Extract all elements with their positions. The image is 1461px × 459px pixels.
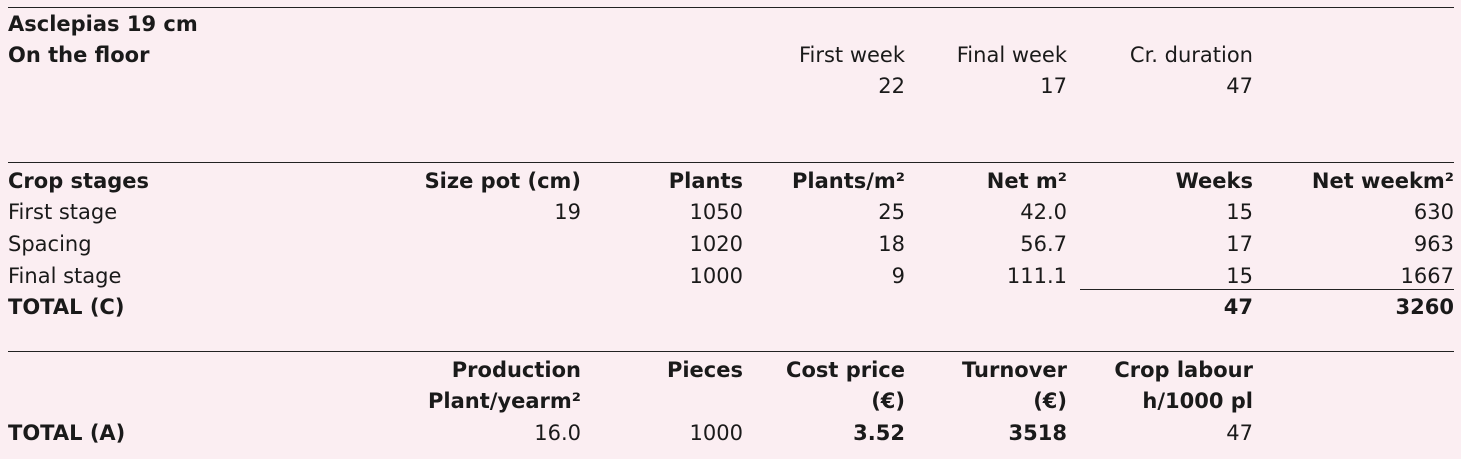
header-crop-labour: Crop labour [1114, 358, 1253, 382]
final-week-value: 17 [1040, 74, 1067, 98]
total-a-cost-price: 3.52 [853, 421, 905, 445]
crop-table-rule [8, 162, 1454, 163]
header-weeks: Weeks [1175, 169, 1253, 193]
row-spacing-net-weekm2: 963 [1413, 232, 1454, 256]
row-spacing-plants-per-m2: 18 [878, 232, 905, 256]
row-final-stage-label: Final stage [8, 264, 122, 288]
total-c-net-weekm2: 3260 [1395, 295, 1454, 319]
duration-value: 47 [1226, 74, 1253, 98]
header-pieces: Pieces [666, 358, 743, 382]
total-a-production: 16.0 [534, 421, 581, 445]
header-cost-price-unit: (€) [871, 389, 905, 413]
row-first-stage-plants: 1050 [689, 200, 743, 224]
row-spacing-weeks: 17 [1226, 232, 1253, 256]
header-plants-per-m2: Plants/m² [792, 169, 905, 193]
duration-label: Cr. duration [1129, 43, 1253, 67]
total-c-label: TOTAL (C) [8, 295, 125, 319]
header-plants: Plants [668, 169, 743, 193]
header-size-pot: Size pot (cm) [424, 169, 581, 193]
row-first-stage-net-weekm2: 630 [1413, 200, 1454, 224]
total-a-label: TOTAL (A) [8, 421, 126, 445]
row-first-stage-plants-per-m2: 25 [878, 200, 905, 224]
row-first-stage-label: First stage [8, 200, 118, 224]
header-net-m2: Net m² [986, 169, 1067, 193]
row-spacing-label: Spacing [8, 232, 92, 256]
header-turnover: Turnover [962, 358, 1067, 382]
header-turnover-unit: (€) [1033, 389, 1067, 413]
total-a-turnover: 3518 [1008, 421, 1067, 445]
row-spacing-plants: 1020 [689, 232, 743, 256]
total-a-pieces: 1000 [689, 421, 743, 445]
page-subtitle: On the floor [8, 43, 150, 67]
row-first-stage-net-m2: 42.0 [1020, 200, 1067, 224]
row-final-stage-net-weekm2: 1667 [1400, 264, 1454, 288]
subtotal-rule [1080, 289, 1454, 290]
row-final-stage-net-m2: 111.1 [1006, 264, 1067, 288]
final-week-label: Final week [956, 43, 1067, 67]
page-title: Asclepias 19 cm [8, 12, 198, 36]
production-table-rule [8, 351, 1454, 352]
header-production: Production [451, 358, 581, 382]
first-week-label: First week [798, 43, 905, 67]
row-spacing-net-m2: 56.7 [1020, 232, 1067, 256]
header-crop-stages: Crop stages [8, 169, 150, 193]
first-week-value: 22 [878, 74, 905, 98]
total-c-weeks: 47 [1223, 295, 1253, 319]
row-final-stage-plants: 1000 [689, 264, 743, 288]
row-final-stage-plants-per-m2: 9 [891, 264, 905, 288]
row-first-stage-weeks: 15 [1226, 200, 1253, 224]
header-cost-price: Cost price [786, 358, 905, 382]
top-rule [8, 7, 1454, 8]
row-first-stage-size-pot: 19 [554, 200, 581, 224]
header-net-weekm2: Net weekm² [1311, 169, 1454, 193]
header-crop-labour-unit: h/1000 pl [1142, 389, 1253, 413]
header-production-unit: Plant/yearm² [428, 389, 581, 413]
total-a-crop-labour: 47 [1226, 421, 1253, 445]
row-final-stage-weeks: 15 [1226, 264, 1253, 288]
